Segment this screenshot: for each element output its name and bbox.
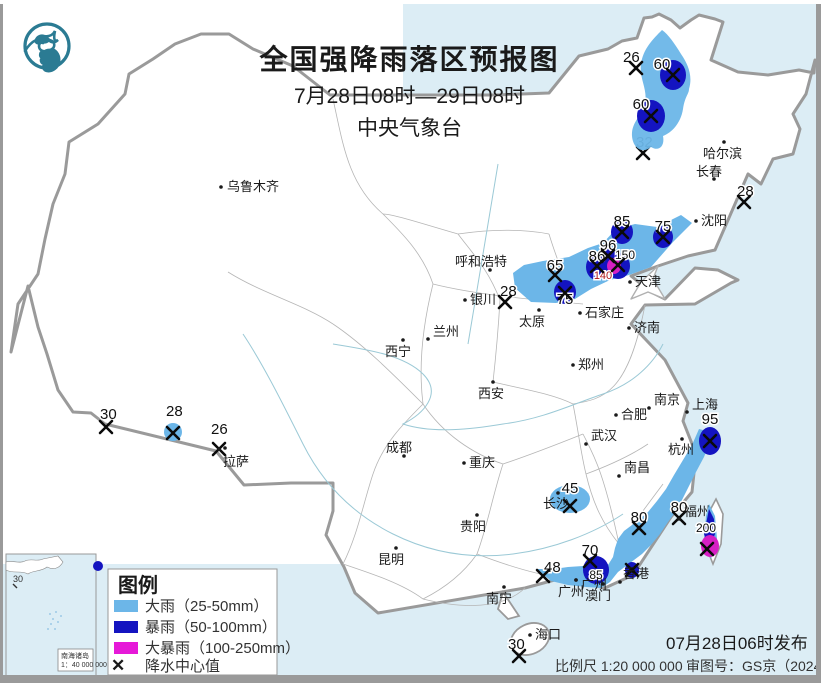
svg-text:澳门: 澳门 <box>585 588 611 603</box>
svg-text:30: 30 <box>508 636 525 653</box>
svg-text:95: 95 <box>702 411 719 428</box>
svg-text:65: 65 <box>547 257 564 274</box>
svg-text:香港: 香港 <box>623 566 649 581</box>
svg-text:南宁: 南宁 <box>486 591 512 606</box>
svg-text:200: 200 <box>696 521 716 535</box>
svg-text:哈尔滨: 哈尔滨 <box>703 146 742 161</box>
svg-text:28: 28 <box>166 403 183 420</box>
svg-text:45: 45 <box>562 480 579 497</box>
svg-text:比例尺 1:20 000 000: 比例尺 1:20 000 000 <box>555 658 683 674</box>
svg-text:长沙: 长沙 <box>543 496 569 511</box>
svg-text:降水中心值: 降水中心值 <box>145 658 220 675</box>
svg-text:昆明: 昆明 <box>378 552 404 567</box>
svg-text:暴雨（50-100mm）: 暴雨（50-100mm） <box>145 619 277 636</box>
svg-text:济南: 济南 <box>634 320 660 335</box>
svg-text:150: 150 <box>615 248 635 262</box>
svg-text:上海: 上海 <box>692 397 718 412</box>
svg-text:银川: 银川 <box>470 292 496 307</box>
svg-text:南昌: 南昌 <box>624 460 650 475</box>
svg-text:南京: 南京 <box>654 392 680 407</box>
svg-text:✕: ✕ <box>111 656 125 675</box>
svg-text:大暴雨（100-250mm）: 大暴雨（100-250mm） <box>145 640 300 657</box>
svg-text:沈阳: 沈阳 <box>701 213 727 228</box>
svg-text:杭州: 杭州 <box>668 442 694 457</box>
svg-text:呼和浩特: 呼和浩特 <box>455 254 507 269</box>
svg-text:西安: 西安 <box>478 386 504 401</box>
svg-text:26: 26 <box>211 421 228 438</box>
svg-text:兰州: 兰州 <box>433 324 459 339</box>
svg-text:天津: 天津 <box>635 274 661 289</box>
svg-text:图例: 图例 <box>118 573 158 597</box>
svg-text:重庆: 重庆 <box>469 455 495 470</box>
svg-text:长春: 长春 <box>696 164 722 179</box>
svg-text:海口: 海口 <box>535 627 561 642</box>
svg-text:广州: 广州 <box>558 584 584 599</box>
svg-text:郑州: 郑州 <box>578 357 604 372</box>
svg-text:南海诸岛: 南海诸岛 <box>61 651 89 660</box>
svg-text:太原: 太原 <box>519 314 545 329</box>
svg-text:石家庄: 石家庄 <box>585 305 624 320</box>
svg-text:合肥: 合肥 <box>621 407 647 422</box>
svg-text:乌鲁木齐: 乌鲁木齐 <box>227 179 279 194</box>
svg-text:成都: 成都 <box>386 440 412 455</box>
svg-text:西宁: 西宁 <box>385 344 411 359</box>
svg-text:武汉: 武汉 <box>591 428 617 443</box>
svg-text:30: 30 <box>13 574 23 584</box>
svg-text:审图号：GS京（2024）0236号: 审图号：GS京（2024）0236号 <box>686 658 816 674</box>
svg-text:1：40 000 000: 1：40 000 000 <box>61 662 107 669</box>
svg-text:30: 30 <box>100 406 117 423</box>
svg-text:贵阳: 贵阳 <box>460 519 486 534</box>
svg-text:07月28日06时发布: 07月28日06时发布 <box>666 634 808 653</box>
svg-text:大雨（25-50mm）: 大雨（25-50mm） <box>145 598 268 615</box>
svg-text:拉萨: 拉萨 <box>223 454 249 469</box>
